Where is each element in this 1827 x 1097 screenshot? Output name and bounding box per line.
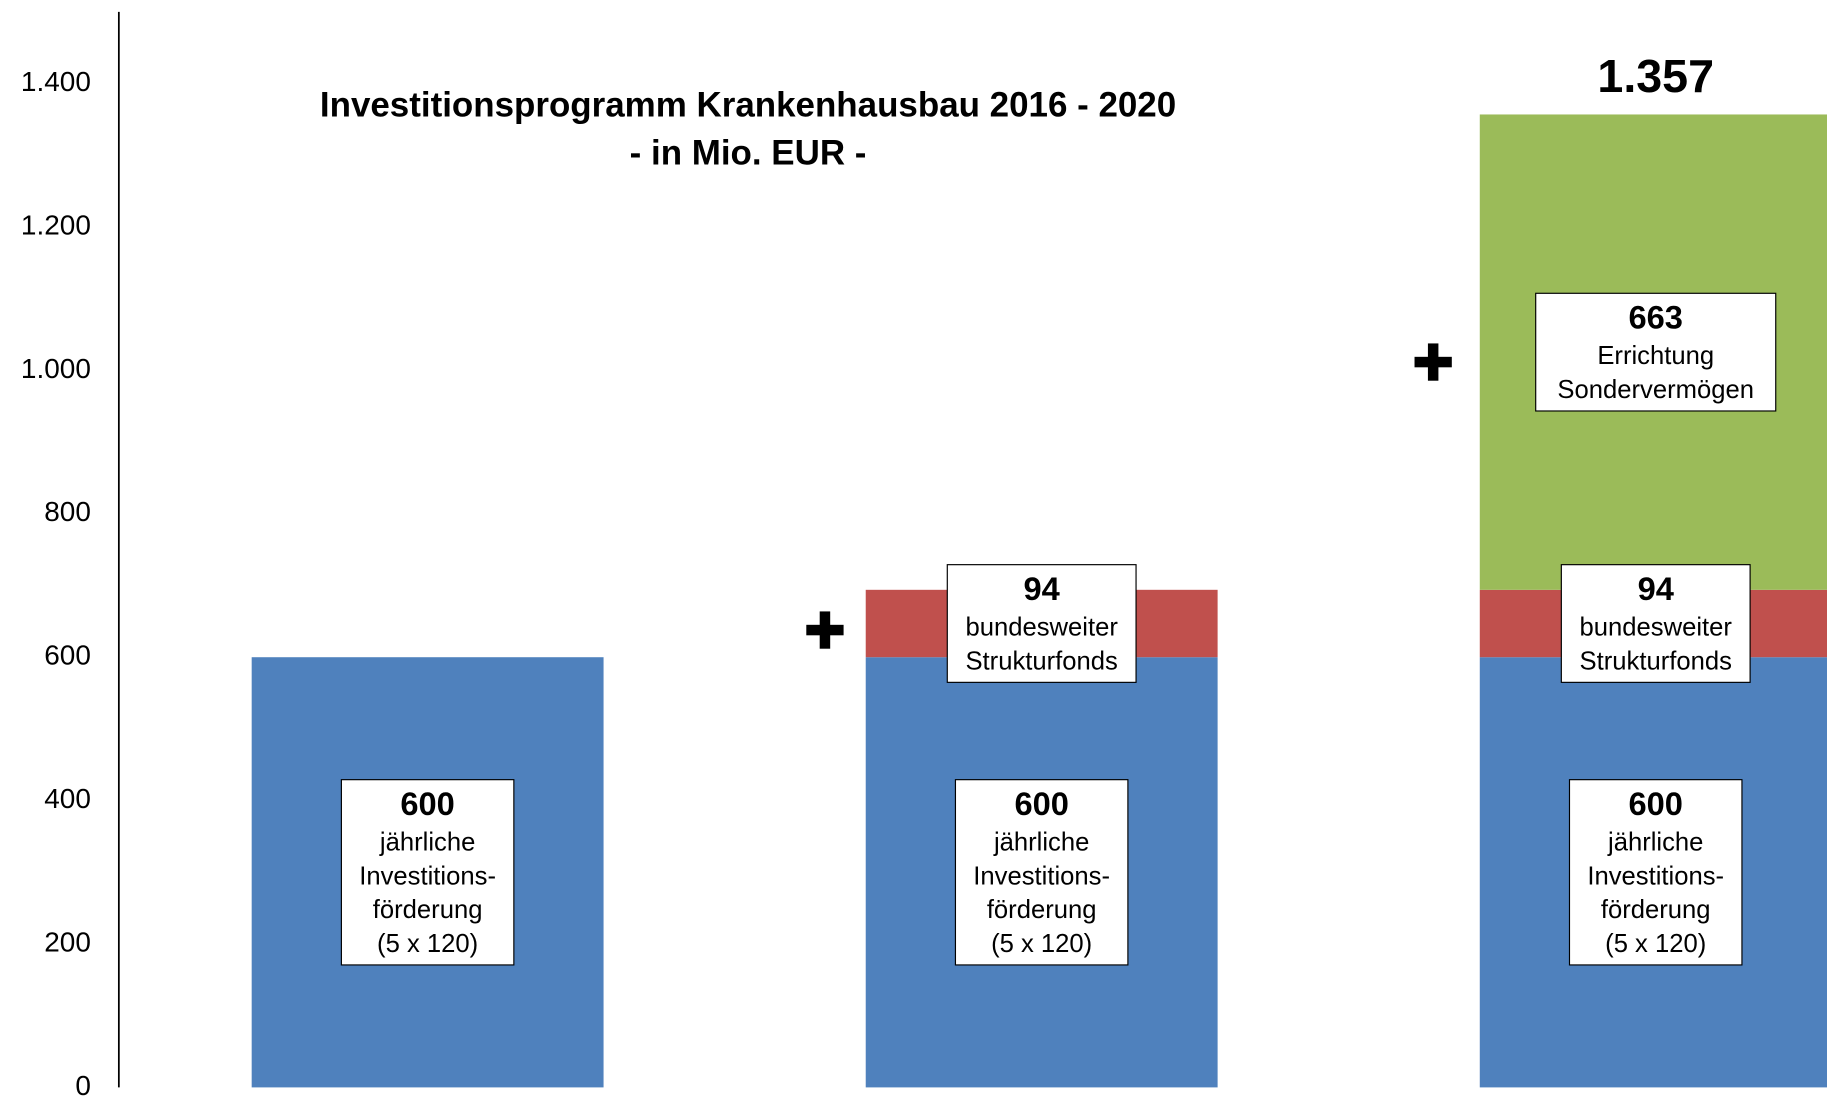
segment-description: (5 x 120) xyxy=(991,930,1092,958)
value-label: 600 xyxy=(400,785,454,822)
segment-description: Investitions- xyxy=(1587,862,1724,890)
segment-description: Strukturfonds xyxy=(965,647,1117,675)
segment-description: förderung xyxy=(1601,896,1711,924)
label-box xyxy=(954,779,1129,966)
chart-subtitle: - in Mio. EUR - xyxy=(630,133,867,172)
y-tick-label: 800 xyxy=(44,496,91,527)
y-tick-label: 1.200 xyxy=(21,209,91,240)
y-tick-label: 0 xyxy=(75,1070,91,1097)
total-label: 1.357 xyxy=(1597,50,1714,102)
y-tick-label: 1.400 xyxy=(21,66,91,97)
segment-description: (5 x 120) xyxy=(377,930,478,958)
segment-description: Errichtung xyxy=(1597,342,1714,370)
label-box xyxy=(340,779,515,966)
segment-description: jährliche xyxy=(1607,829,1703,857)
plus-sign xyxy=(1414,343,1452,381)
chart-title: Investitionsprogramm Krankenhausbau 2016… xyxy=(320,86,1176,125)
value-label: 94 xyxy=(1638,570,1674,607)
y-tick-label: 600 xyxy=(44,640,91,671)
value-label: 600 xyxy=(1629,785,1683,822)
segment-description: jährliche xyxy=(993,829,1089,857)
segment-description: Investitions- xyxy=(973,862,1110,890)
segment-description: (5 x 120) xyxy=(1605,930,1706,958)
y-tick-label: 1.000 xyxy=(21,353,91,384)
value-label: 600 xyxy=(1014,785,1068,822)
label-box xyxy=(1560,564,1751,683)
label-box xyxy=(1535,292,1777,412)
segment-description: bundesweiter xyxy=(1580,614,1733,642)
segment-description: Sondervermögen xyxy=(1557,376,1754,404)
plus-sign xyxy=(806,611,844,649)
label-box xyxy=(1568,779,1743,966)
segment-description: Strukturfonds xyxy=(1580,647,1732,675)
segment-description: jährliche xyxy=(379,829,475,857)
segment-description: förderung xyxy=(373,896,483,924)
y-tick-label: 200 xyxy=(44,926,91,957)
segment-description: förderung xyxy=(987,896,1097,924)
segment-description: Investitions- xyxy=(359,862,496,890)
value-label: 663 xyxy=(1629,299,1683,336)
y-tick-label: 400 xyxy=(44,783,91,814)
value-label: 94 xyxy=(1024,570,1060,607)
label-box xyxy=(946,564,1137,683)
segment-description: bundesweiter xyxy=(965,614,1118,642)
